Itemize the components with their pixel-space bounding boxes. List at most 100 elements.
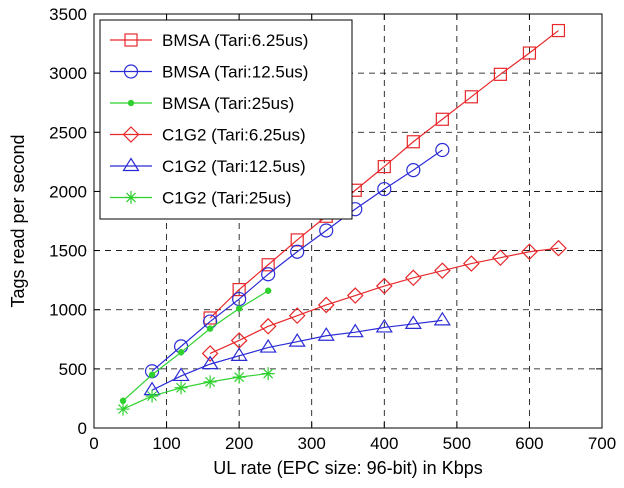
x-tick-label: 0 [89, 434, 98, 453]
data-point [232, 370, 246, 384]
legend-item: BMSA (Tari:6.25us) [110, 31, 308, 50]
data-point [404, 315, 422, 330]
series-4 [143, 311, 451, 396]
legend-item: C1G2 (Tari:25us) [110, 189, 291, 208]
data-point [235, 305, 243, 312]
legend: BMSA (Tari:6.25us) BMSA (Tari:12.5us) BMSA… [99, 19, 353, 220]
data-point [522, 46, 537, 60]
data-point [463, 255, 480, 272]
data-point [346, 287, 364, 304]
data-point [435, 112, 449, 126]
data-point [551, 23, 566, 38]
x-tick-label: 500 [443, 434, 471, 453]
x-tick-label: 700 [588, 434, 616, 453]
data-point [203, 375, 217, 389]
data-point [521, 243, 538, 261]
legend-item: BMSA (Tari:12.5us) [110, 63, 308, 82]
y-tick-label: 2000 [49, 182, 87, 201]
series-3 [201, 239, 567, 362]
y-tick-label: 0 [78, 419, 87, 438]
data-point [288, 307, 306, 324]
data-point [290, 244, 305, 259]
legend-marker [122, 126, 140, 143]
data-point [375, 318, 393, 333]
legend-label: C1G2 (Tari:25us) [162, 189, 291, 208]
data-point [177, 349, 185, 356]
plot-frame [93, 13, 603, 429]
legend-marker [123, 64, 139, 79]
series-2 [119, 287, 272, 405]
data-point [145, 389, 159, 403]
data-point [206, 325, 214, 332]
data-point [550, 239, 567, 257]
y-tick-label: 500 [59, 360, 87, 379]
data-point [264, 287, 272, 295]
legend-label: C1G2 (Tari:6.25us) [162, 126, 306, 145]
x-tick-label: 100 [152, 434, 180, 453]
data-point [435, 142, 450, 158]
x-tick-label: 400 [370, 434, 398, 453]
data-point [406, 135, 420, 149]
x-tick-label: 300 [298, 434, 326, 453]
data-point [288, 333, 306, 347]
data-point [377, 159, 391, 174]
y-axis-title: Tags read per second [8, 134, 28, 307]
series-line [209, 247, 559, 355]
legend-label: C1G2 (Tari:12.5us) [162, 157, 306, 176]
legend-marker [124, 191, 138, 204]
legend-marker [124, 33, 138, 47]
y-tick-label: 1000 [49, 301, 87, 320]
data-point [116, 402, 130, 416]
series-line [151, 149, 443, 372]
ticks [93, 13, 603, 429]
y-tick-label: 2500 [49, 123, 87, 142]
series-line [151, 319, 443, 391]
legend-label: BMSA (Tari:6.25us) [162, 31, 308, 50]
series-5 [116, 367, 275, 416]
x-tick-label: 200 [225, 434, 253, 453]
data-point [375, 277, 393, 295]
data-point [406, 163, 421, 178]
tick-labels: 0 100 200 300 400 500 600 700 0 500 1000 1500 2000 25… [49, 5, 616, 453]
data-point [346, 323, 364, 338]
legend-marker [127, 99, 135, 107]
data-point [317, 327, 335, 341]
data-point [261, 258, 275, 272]
legend-box [99, 19, 353, 220]
data-point [464, 90, 478, 104]
y-tick-label: 3500 [49, 5, 87, 24]
legend-item: C1G2 (Tari:6.25us) [110, 126, 306, 145]
data-point [261, 367, 275, 381]
data-point [377, 181, 392, 197]
legend-label: BMSA (Tari:25us) [162, 94, 294, 113]
data-point [148, 371, 156, 379]
data-point [259, 338, 277, 353]
series-line [122, 290, 269, 402]
y-tick-label: 3000 [49, 64, 87, 83]
legend-item: C1G2 (Tari:12.5us) [110, 157, 306, 176]
legend-label: BMSA (Tari:12.5us) [162, 63, 308, 82]
y-tick-label: 1500 [49, 242, 87, 261]
data-point [230, 347, 248, 361]
series-1 [144, 142, 450, 379]
data-point [433, 262, 451, 280]
data-point [433, 311, 451, 326]
x-axis-title: UL rate (EPC size: 96-bit) in Kbps [213, 458, 482, 478]
data-point [172, 367, 190, 382]
x-tick-label: 600 [515, 434, 543, 453]
data-point [492, 249, 509, 267]
data-point [290, 233, 304, 247]
data-point [493, 67, 507, 81]
legend-marker [122, 157, 140, 172]
data-point [404, 269, 422, 287]
legend-item: BMSA (Tari:25us) [110, 94, 294, 113]
data-point [261, 267, 276, 282]
data-point [174, 381, 188, 395]
data-point [201, 345, 219, 362]
data-point [232, 283, 246, 297]
data-point [201, 355, 219, 370]
series-layer [116, 23, 567, 416]
data-point [319, 223, 334, 238]
series-line [209, 30, 559, 319]
